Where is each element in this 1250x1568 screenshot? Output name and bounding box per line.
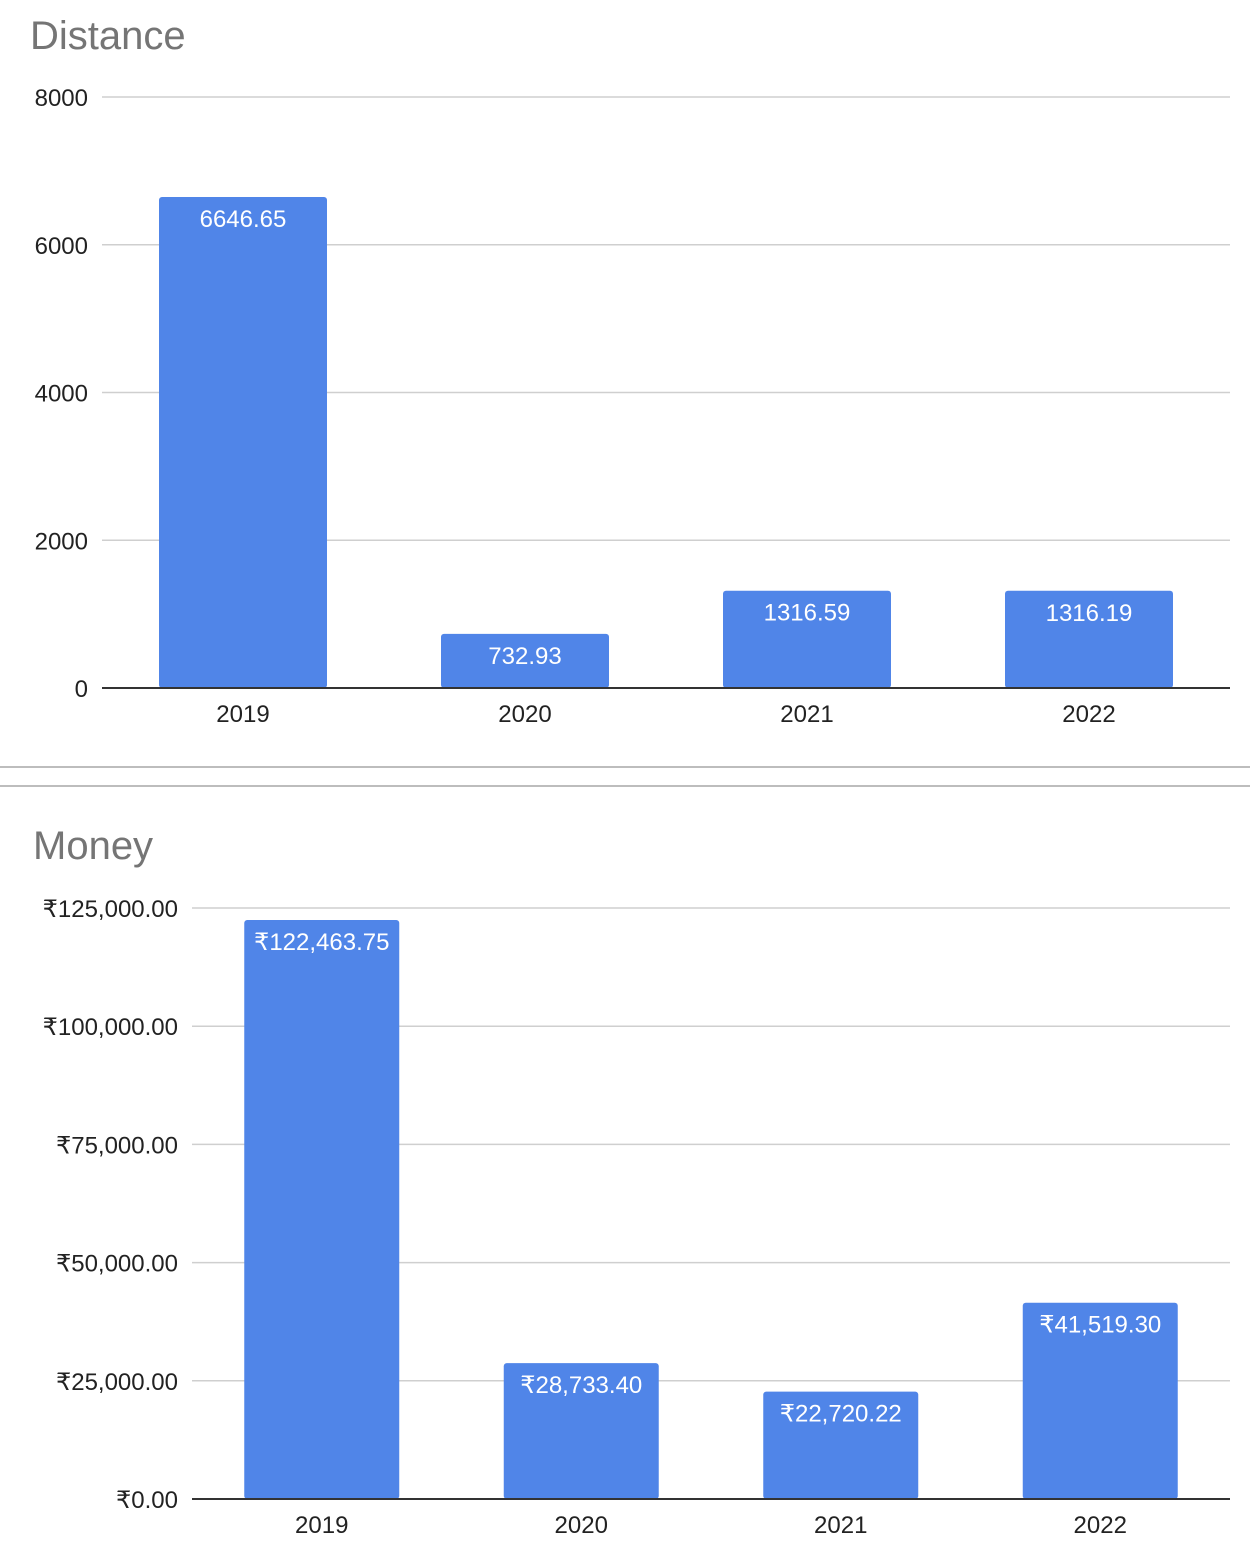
y-tick-label: 4000 [35, 381, 88, 408]
money-chart-panel: Money ₹0.00 ₹25,000.00 ₹50,000.00 ₹75,000.0… [0, 788, 1250, 1568]
y-tick-label: ₹100,000.00 [43, 1014, 178, 1041]
bar [503, 1363, 659, 1499]
y-tick-label: 8000 [35, 85, 88, 112]
distance-chart-panel: Distance 0 2000 4000 6000 8000 6646.65 2019 732… [0, 0, 1250, 766]
bar [723, 590, 891, 688]
distance-bar-chart: 0 2000 4000 6000 8000 6646.65 2019 732.93 2020 13… [35, 85, 1230, 728]
data-label: 1316.19 [1046, 600, 1133, 627]
x-tick-label: 2021 [814, 1512, 867, 1539]
section-divider [0, 785, 1250, 787]
data-label: 6646.65 [200, 206, 287, 233]
bar [763, 1391, 919, 1499]
data-label: ₹28,733.40 [520, 1372, 642, 1399]
bar [159, 196, 327, 688]
x-tick-label: 2020 [555, 1512, 608, 1539]
data-label: ₹22,720.22 [780, 1401, 902, 1428]
data-label: 1316.59 [764, 600, 851, 627]
y-tick-label: ₹75,000.00 [56, 1132, 178, 1159]
y-tick-label: ₹50,000.00 [56, 1251, 178, 1278]
chart-title: Money [33, 824, 154, 868]
x-tick-label: 2022 [1074, 1512, 1127, 1539]
y-tick-label: 2000 [35, 528, 88, 555]
bar [441, 633, 609, 688]
x-tick-label: 2021 [780, 701, 833, 728]
x-tick-label: 2019 [216, 701, 269, 728]
y-tick-label: ₹25,000.00 [56, 1369, 178, 1396]
bar [244, 919, 400, 1499]
data-label: 732.93 [488, 643, 561, 670]
y-tick-label: ₹125,000.00 [43, 896, 178, 923]
bar [1022, 1302, 1178, 1499]
section-divider [0, 766, 1250, 768]
bar [1005, 590, 1173, 688]
y-tick-label: 0 [75, 676, 88, 703]
y-tick-label: ₹0.00 [116, 1487, 178, 1514]
x-tick-label: 2020 [498, 701, 551, 728]
chart-title: Distance [30, 14, 186, 58]
y-tick-label: 6000 [35, 233, 88, 260]
x-tick-label: 2019 [295, 1512, 348, 1539]
data-label: ₹122,463.75 [254, 929, 389, 956]
money-bar-chart: ₹0.00 ₹25,000.00 ₹50,000.00 ₹75,000.00 ₹100,… [43, 896, 1230, 1539]
x-tick-label: 2022 [1062, 701, 1115, 728]
data-label: ₹41,519.30 [1039, 1312, 1161, 1339]
